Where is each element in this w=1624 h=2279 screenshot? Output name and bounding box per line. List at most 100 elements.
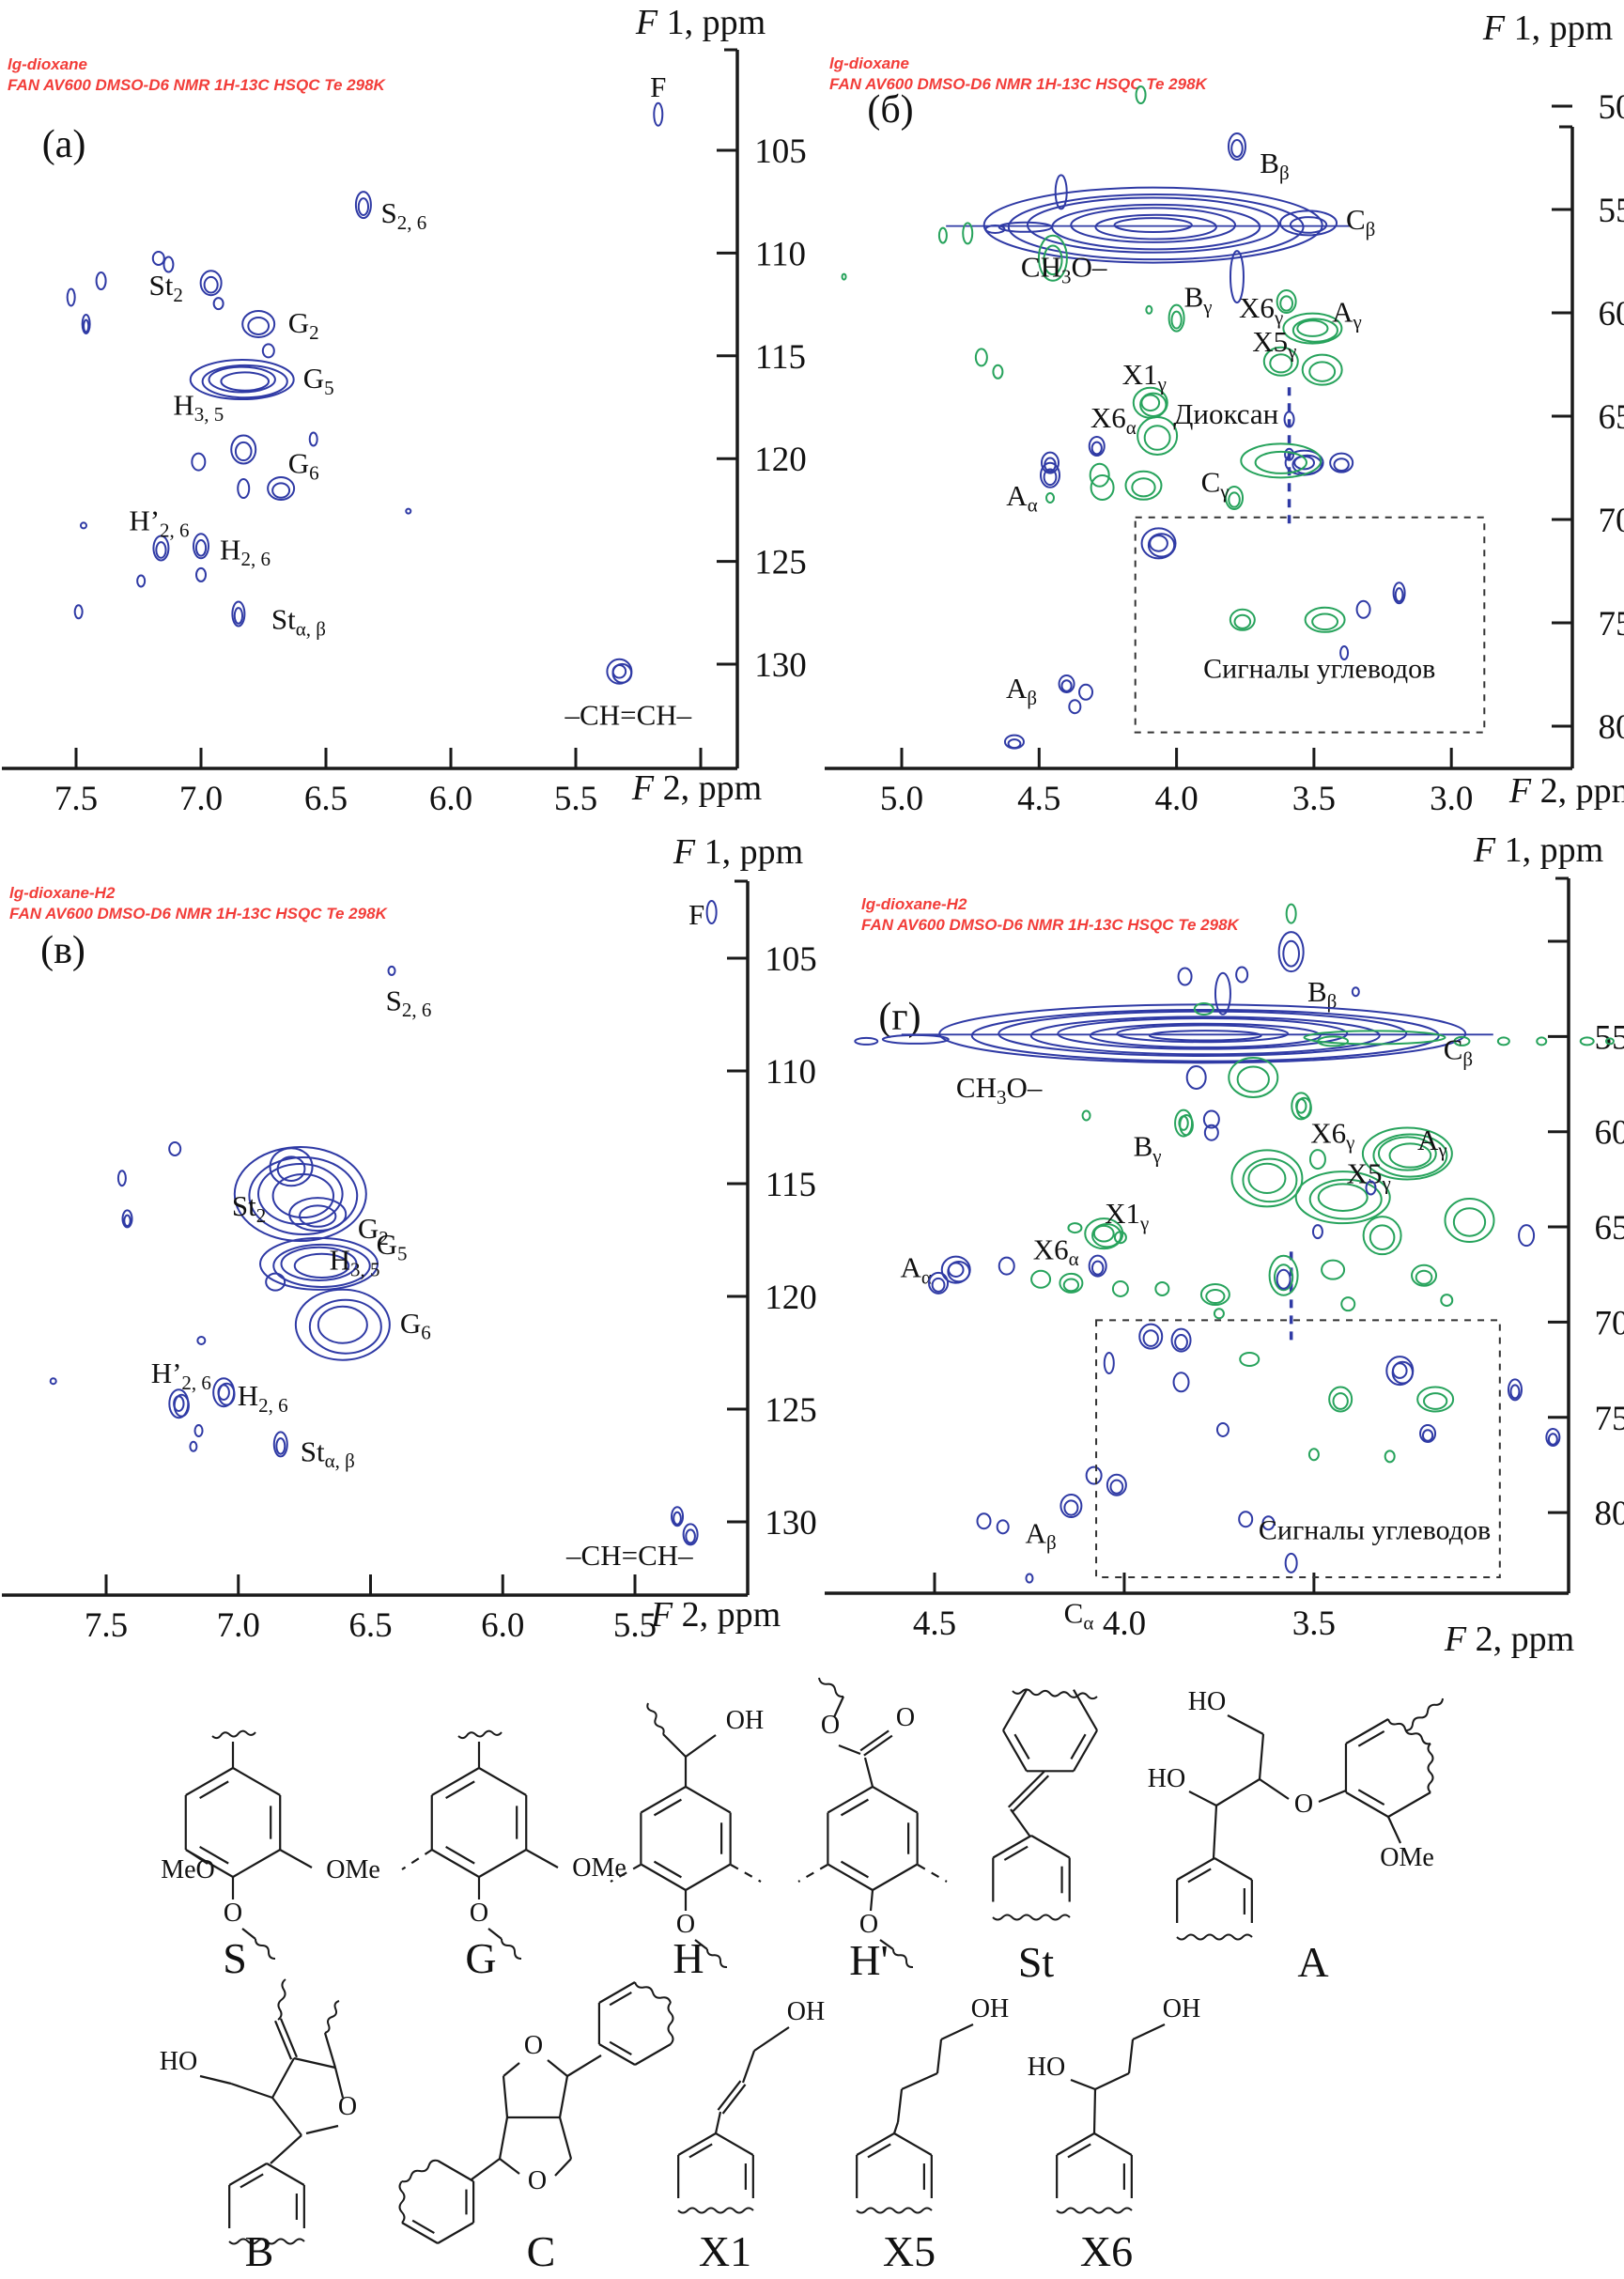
nmr-peak: [937, 226, 948, 244]
contour-ring: [201, 364, 288, 399]
nmr-peak: [261, 343, 275, 359]
contour-ring: [1321, 1259, 1346, 1280]
bond: [293, 2056, 336, 2070]
axes: 7.5 7.0 6.5 6.0 5.5 105 110 115 120 125 130: [2, 879, 817, 1645]
acquisition-line: FAN AV600 DMSO-D6 NMR 1H-13C HSQC Te 298…: [861, 916, 1241, 934]
squiggle-bond: [646, 1702, 665, 1735]
contour-ring: [1235, 966, 1249, 984]
nmr-peak: [212, 1377, 236, 1408]
nmr-peak: [1124, 470, 1163, 501]
nmr-peak: [1416, 1386, 1455, 1413]
contour-ring: [261, 343, 275, 359]
contour-ring: [1178, 1115, 1189, 1131]
contour-ring: [1362, 1216, 1402, 1256]
contour-ring: [1003, 734, 1025, 750]
y-tick-label: 55: [1599, 192, 1624, 230]
contour-ring: [1030, 1269, 1052, 1289]
nmr-peak: [116, 1170, 127, 1187]
contour-ring: [1329, 452, 1354, 473]
atom-label: O: [859, 1910, 878, 1939]
bond: [609, 2040, 632, 2056]
peak-label: S2, 6​: [386, 984, 432, 1021]
nmr-peak: [1089, 462, 1110, 488]
f1-axis-title: F 1, ppm: [1473, 830, 1603, 870]
bond: [1012, 1775, 1050, 1813]
contour-ring: [1394, 587, 1404, 603]
nmr-peak: [199, 270, 223, 297]
contour-ring: [294, 1288, 391, 1361]
bond: [872, 1863, 919, 1891]
contour-ring: [357, 197, 370, 217]
contour-ring: [992, 364, 1004, 380]
contour-ring: [267, 476, 296, 502]
nmr-peak: [1604, 1037, 1615, 1046]
contour-ring: [1233, 613, 1252, 629]
contour-ring: [1282, 939, 1300, 968]
nmr-peak: [1084, 1217, 1124, 1250]
nmr-peak: [1113, 1231, 1127, 1245]
contour-ring: [1238, 1511, 1254, 1528]
nmr-peak: [1078, 683, 1094, 701]
squiggle-bond: [401, 2159, 439, 2183]
contour-ring: [1094, 213, 1217, 240]
contour-ring: [241, 309, 276, 338]
nmr-peak: [998, 1256, 1015, 1276]
nmr-peak: [1088, 436, 1106, 457]
nmr-peak: [1135, 85, 1147, 104]
atom-label: OH: [1163, 1994, 1200, 2023]
nmr-peak: [1362, 1216, 1402, 1256]
annotation-label: CH3​O–: [1021, 251, 1107, 288]
nmr-peak: [272, 1431, 288, 1458]
bond: [715, 2132, 754, 2156]
peak-label: Stα, β​: [271, 602, 326, 640]
bond: [333, 2067, 345, 2099]
contour-ring: [1496, 1036, 1510, 1046]
bond: [827, 1863, 874, 1891]
contour-ring: [1113, 1231, 1127, 1245]
nmr-peak: [1282, 312, 1343, 345]
contour-ring: [1170, 1327, 1192, 1353]
nmr-peak: [1058, 674, 1075, 693]
nmr-peak: [1088, 1254, 1107, 1278]
peak-label: S2, 6​: [381, 196, 427, 234]
peak-label: G5​: [303, 362, 334, 399]
bond: [240, 2173, 264, 2189]
atom-label: O: [224, 1899, 242, 1928]
contour-ring: [1085, 1465, 1103, 1485]
contour-ring: [1311, 612, 1339, 631]
contour-ring: [1240, 442, 1322, 479]
nmr-peak: [1168, 303, 1185, 333]
nmr-peak: [1030, 1269, 1052, 1289]
squiggle-bond: [324, 2000, 340, 2034]
contour-ring: [1205, 1288, 1226, 1305]
contour-ring: [1355, 599, 1371, 619]
nmr-peak: [1392, 581, 1406, 605]
atom-label: O: [676, 1910, 695, 1939]
contour-ring: [1202, 1109, 1220, 1129]
nmr-peak: [841, 272, 847, 281]
acquisition-header: lg-dioxane FAN AV600 DMSO-D6 NMR 1H-13C H…: [8, 55, 387, 94]
contour-ring: [685, 1528, 696, 1544]
dashed-bond: [401, 1849, 433, 1870]
nmr-peak: [1317, 1035, 1350, 1047]
contour-ring: [121, 1209, 133, 1229]
nmr-peak: [1279, 209, 1338, 237]
nmr-peak: [193, 1424, 204, 1437]
contour-ring: [1203, 1124, 1219, 1141]
contour-ring: [272, 1243, 371, 1288]
contour-ring: [611, 663, 627, 679]
contour-ring: [1091, 1222, 1122, 1248]
nmr-peak: [1361, 1126, 1453, 1181]
nmr-peak: [1545, 1428, 1561, 1448]
nmr-peak: [265, 1272, 286, 1292]
contour-ring: [1007, 738, 1022, 750]
nmr-peak: [1276, 289, 1297, 314]
bond: [1258, 1733, 1265, 1780]
annotation-label: H3, 5​: [330, 1244, 380, 1281]
bond: [437, 2222, 474, 2244]
bond: [662, 1733, 687, 1758]
bond: [1215, 1778, 1261, 1806]
contour-ring: [984, 225, 1006, 234]
contour-ring: [671, 1506, 685, 1527]
structure-caption: X1: [699, 2227, 751, 2275]
